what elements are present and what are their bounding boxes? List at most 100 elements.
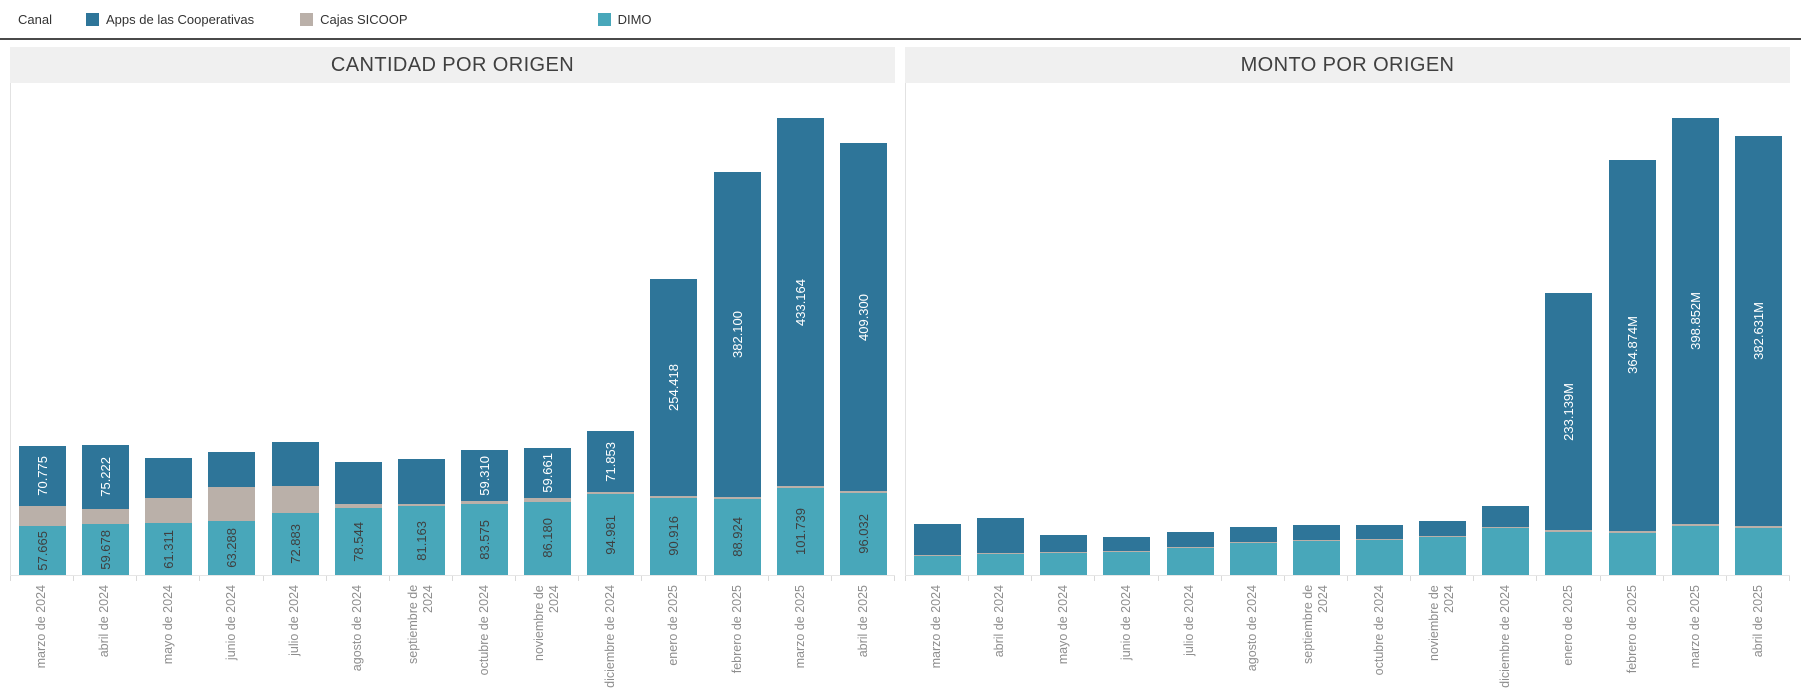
bar-segment-apps-de-las-cooperativas[interactable]: 71.853: [587, 431, 635, 493]
bar-segment-dimo[interactable]: [1608, 533, 1656, 575]
bar-segment-apps-de-las-cooperativas[interactable]: [271, 441, 319, 486]
bar-segment-apps-de-las-cooperativas[interactable]: 382.631M: [1734, 136, 1782, 527]
bar-segment-cajas-sicoop[interactable]: [397, 503, 445, 506]
bar-segment-apps-de-las-cooperativas[interactable]: 233.139M: [1545, 292, 1593, 531]
bar-value-label: 398.852M: [1687, 292, 1703, 350]
bar-segment-dimo[interactable]: 59.678: [82, 524, 130, 575]
bar-segment-apps-de-las-cooperativas[interactable]: [208, 452, 256, 488]
bar-segment-cajas-sicoop[interactable]: [713, 497, 761, 500]
bar-segment-cajas-sicoop[interactable]: [1608, 531, 1656, 534]
bar-segment-apps-de-las-cooperativas[interactable]: [1356, 525, 1404, 540]
bar-segment-dimo[interactable]: [1292, 541, 1340, 575]
bar-segment-cajas-sicoop[interactable]: [650, 495, 698, 498]
bar-segment-dimo[interactable]: 57.665: [19, 525, 67, 575]
bar-segment-apps-de-las-cooperativas[interactable]: [977, 518, 1025, 553]
x-axis-ticks: [10, 575, 895, 581]
bar-segment-cajas-sicoop[interactable]: [334, 504, 382, 509]
x-axis-label: marzo de 2024: [929, 585, 944, 669]
bar-segment-cajas-sicoop[interactable]: [1292, 540, 1340, 542]
bar-segment-apps-de-las-cooperativas[interactable]: [914, 523, 962, 556]
bar-segment-apps-de-las-cooperativas[interactable]: [397, 459, 445, 504]
bar-segment-dimo[interactable]: [1482, 528, 1530, 575]
x-label-slot: diciembre de 2024: [1474, 585, 1537, 694]
bar-value-label: 382.631M: [1750, 302, 1766, 361]
bar-segment-apps-de-las-cooperativas[interactable]: [1040, 535, 1088, 552]
bar-junio-de-2024: [1103, 537, 1151, 575]
bar-segment-apps-de-las-cooperativas[interactable]: 433.164: [776, 117, 824, 487]
bar-segment-cajas-sicoop[interactable]: [839, 491, 887, 494]
x-axis-label: abril de 2025: [1750, 585, 1765, 658]
bar-segment-apps-de-las-cooperativas[interactable]: [1482, 505, 1530, 528]
bar-segment-cajas-sicoop[interactable]: [1040, 551, 1088, 553]
bar-segment-cajas-sicoop[interactable]: [145, 497, 193, 523]
bar-segment-cajas-sicoop[interactable]: [587, 492, 635, 495]
bar-segment-apps-de-las-cooperativas[interactable]: [334, 462, 382, 505]
bar-segment-dimo[interactable]: 78.544: [334, 508, 382, 575]
bar-segment-cajas-sicoop[interactable]: [82, 509, 130, 525]
legend-item-apps-de-las-cooperativas[interactable]: Apps de las Cooperativas: [86, 12, 254, 27]
bar-segment-apps-de-las-cooperativas[interactable]: 409.300: [839, 142, 887, 492]
bar-segment-apps-de-las-cooperativas[interactable]: [1419, 520, 1467, 537]
bar-octubre-de-2024: [1356, 525, 1404, 575]
bar-segment-apps-de-las-cooperativas[interactable]: [1103, 537, 1151, 551]
bar-segment-dimo[interactable]: [1103, 552, 1151, 575]
bar-segment-cajas-sicoop[interactable]: [1545, 530, 1593, 533]
bar-segment-dimo[interactable]: 86.180: [524, 501, 572, 575]
bar-segment-cajas-sicoop[interactable]: [914, 555, 962, 557]
bar-segment-dimo[interactable]: 94.981: [587, 494, 635, 575]
bar-segment-dimo[interactable]: [914, 556, 962, 575]
bar-segment-apps-de-las-cooperativas[interactable]: [1166, 531, 1214, 547]
bar-segment-cajas-sicoop[interactable]: [1229, 542, 1277, 544]
bar-segment-apps-de-las-cooperativas[interactable]: 398.852M: [1671, 117, 1719, 525]
bar-segment-dimo[interactable]: 63.288: [208, 521, 256, 575]
bar-segment-dimo[interactable]: [1040, 552, 1088, 575]
bar-segment-cajas-sicoop[interactable]: [776, 486, 824, 489]
axis-tick: [1095, 576, 1159, 581]
bar-segment-apps-de-las-cooperativas[interactable]: 382.100: [713, 172, 761, 498]
bar-segment-apps-de-las-cooperativas[interactable]: 59.661: [524, 447, 572, 499]
bar-segment-dimo[interactable]: [1671, 526, 1719, 575]
bar-segment-dimo[interactable]: [1356, 540, 1404, 575]
bar-segment-apps-de-las-cooperativas[interactable]: 59.310: [461, 450, 509, 501]
bar-segment-dimo[interactable]: 72.883: [271, 513, 319, 575]
bar-segment-dimo[interactable]: [1419, 537, 1467, 575]
bar-segment-cajas-sicoop[interactable]: [208, 487, 256, 522]
bar-segment-cajas-sicoop[interactable]: [524, 498, 572, 502]
bar-segment-cajas-sicoop[interactable]: [1103, 551, 1151, 552]
legend-item-dimo[interactable]: DIMO: [597, 12, 652, 27]
legend-items: Apps de las Cooperativas Cajas SICOOP DIMO: [86, 12, 652, 27]
bar-segment-cajas-sicoop[interactable]: [461, 500, 509, 504]
bar-segment-dimo[interactable]: 81.163: [397, 505, 445, 575]
bar-segment-cajas-sicoop[interactable]: [271, 486, 319, 513]
bar-segment-dimo[interactable]: 61.311: [145, 522, 193, 575]
bar-segment-apps-de-las-cooperativas[interactable]: 70.775: [19, 445, 67, 506]
bar-segment-cajas-sicoop[interactable]: [19, 505, 67, 526]
bar-segment-apps-de-las-cooperativas[interactable]: 364.874M: [1608, 159, 1656, 532]
bar-segment-cajas-sicoop[interactable]: [1671, 524, 1719, 527]
bar-segment-dimo[interactable]: 90.916: [650, 497, 698, 575]
bar-segment-apps-de-las-cooperativas[interactable]: [145, 457, 193, 498]
bar-segment-dimo[interactable]: [977, 554, 1025, 575]
axis-tick: [706, 576, 769, 581]
legend-item-cajas-sicoop[interactable]: Cajas SICOOP: [300, 12, 408, 27]
bar-segment-apps-de-las-cooperativas[interactable]: [1229, 527, 1277, 543]
bar-segment-dimo[interactable]: 101.739: [776, 488, 824, 575]
bar-segment-apps-de-las-cooperativas[interactable]: 75.222: [82, 445, 130, 510]
bar-segment-cajas-sicoop[interactable]: [977, 553, 1025, 554]
x-axis-label: abril de 2025: [855, 585, 870, 658]
bar-segment-cajas-sicoop[interactable]: [1356, 539, 1404, 541]
bar-segment-cajas-sicoop[interactable]: [1482, 527, 1530, 529]
bar-segment-cajas-sicoop[interactable]: [1166, 546, 1214, 548]
bar-segment-apps-de-las-cooperativas[interactable]: [1292, 525, 1340, 541]
bar-segment-dimo[interactable]: [1229, 543, 1277, 575]
bar-segment-dimo[interactable]: 88.924: [713, 499, 761, 575]
bar-segment-dimo[interactable]: [1166, 547, 1214, 575]
bar-segment-cajas-sicoop[interactable]: [1734, 526, 1782, 529]
bar-value-label: 71.853: [603, 441, 619, 482]
bar-segment-apps-de-las-cooperativas[interactable]: 254.418: [650, 279, 698, 496]
bar-segment-dimo[interactable]: 96.032: [839, 493, 887, 575]
bar-segment-dimo[interactable]: [1545, 532, 1593, 575]
bar-segment-dimo[interactable]: [1734, 528, 1782, 575]
bar-segment-dimo[interactable]: 83.575: [461, 503, 509, 575]
bar-segment-cajas-sicoop[interactable]: [1419, 536, 1467, 538]
